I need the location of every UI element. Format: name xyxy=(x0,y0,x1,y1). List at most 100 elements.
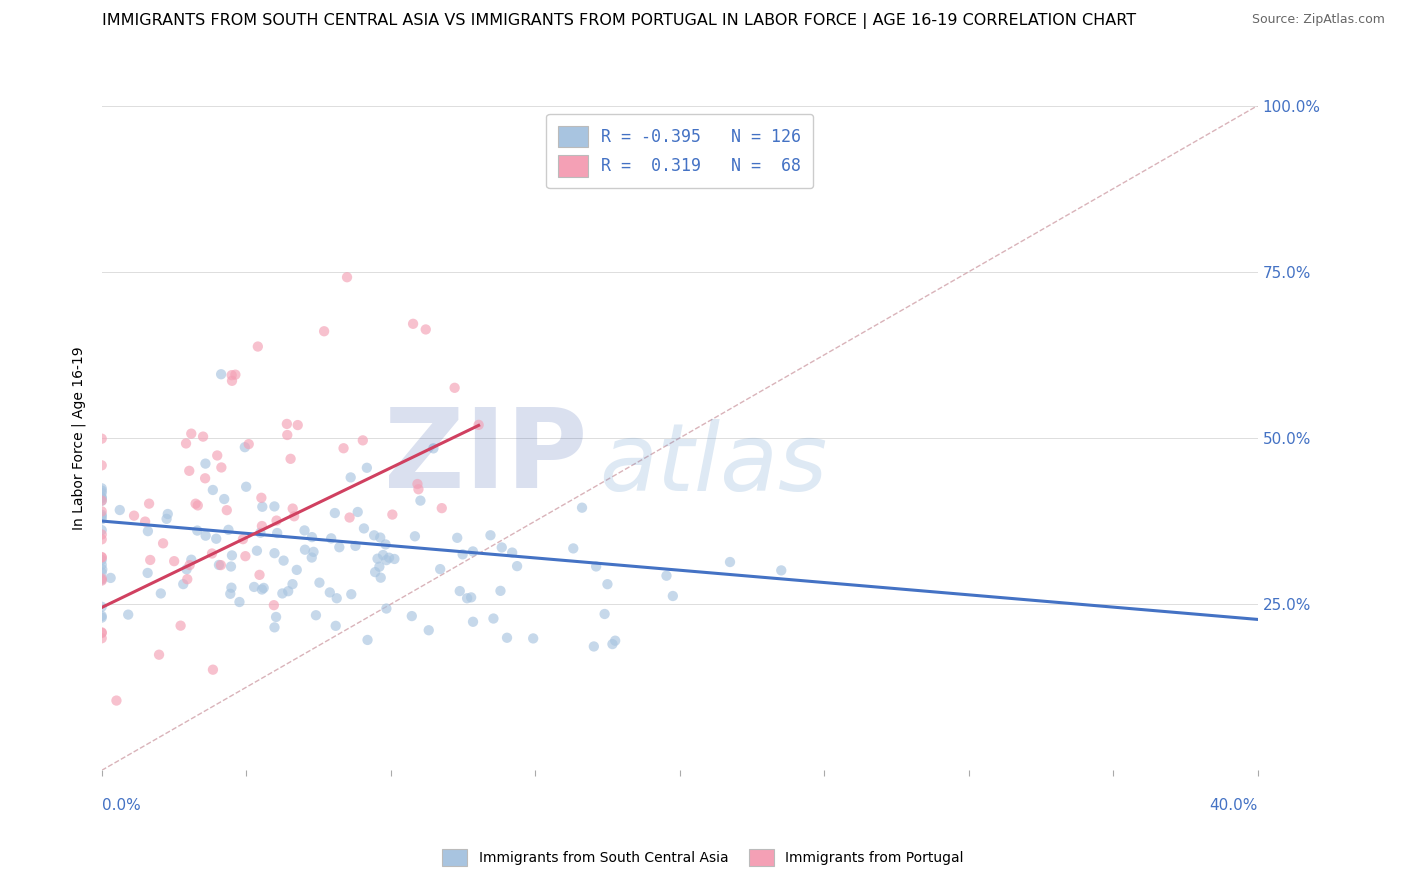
Point xyxy=(156,507,179,521)
Point xyxy=(90,493,112,508)
Point xyxy=(339,510,361,524)
Point xyxy=(314,324,336,338)
Point xyxy=(194,529,217,543)
Point xyxy=(209,460,232,475)
Point xyxy=(263,620,285,634)
Text: atlas: atlas xyxy=(599,419,827,510)
Point xyxy=(605,633,627,648)
Point xyxy=(235,549,257,564)
Legend: Immigrants from South Central Asia, Immigrants from Portugal: Immigrants from South Central Asia, Immi… xyxy=(437,844,969,871)
Point xyxy=(243,580,266,594)
Point xyxy=(249,525,271,540)
Point xyxy=(172,577,194,591)
Point xyxy=(353,521,375,535)
Point xyxy=(155,512,177,526)
Point xyxy=(217,523,239,537)
Point xyxy=(90,626,112,640)
Point xyxy=(90,558,112,572)
Point xyxy=(266,514,288,528)
Point xyxy=(90,432,112,446)
Point xyxy=(285,563,308,577)
Point xyxy=(308,575,330,590)
Point xyxy=(273,553,295,567)
Point xyxy=(180,552,202,566)
Point xyxy=(294,542,316,557)
Point xyxy=(339,470,361,484)
Point xyxy=(585,559,607,574)
Point xyxy=(174,436,197,450)
Text: IMMIGRANTS FROM SOUTH CENTRAL ASIA VS IMMIGRANTS FROM PORTUGAL IN LABOR FORCE | : IMMIGRANTS FROM SOUTH CENTRAL ASIA VS IM… xyxy=(101,13,1136,29)
Point xyxy=(90,509,112,524)
Point xyxy=(108,503,131,517)
Point xyxy=(596,577,619,591)
Legend: R = -0.395   N = 126, R =  0.319   N =  68: R = -0.395 N = 126, R = 0.319 N = 68 xyxy=(547,114,813,188)
Point xyxy=(148,648,170,662)
Point xyxy=(352,434,374,448)
Point xyxy=(301,550,323,565)
Point xyxy=(582,640,605,654)
Point xyxy=(522,632,544,646)
Point xyxy=(562,541,585,556)
Point xyxy=(90,566,112,580)
Point xyxy=(332,442,354,456)
Point xyxy=(201,663,224,677)
Point xyxy=(90,523,112,537)
Point xyxy=(184,497,207,511)
Point xyxy=(264,610,287,624)
Point xyxy=(489,583,512,598)
Point xyxy=(250,519,273,533)
Point xyxy=(456,591,478,606)
Text: Source: ZipAtlas.com: Source: ZipAtlas.com xyxy=(1251,13,1385,27)
Point xyxy=(374,537,396,551)
Point xyxy=(430,501,453,516)
Point xyxy=(319,585,342,599)
Point xyxy=(187,499,209,513)
Point xyxy=(90,574,112,588)
Point xyxy=(90,491,112,506)
Point xyxy=(370,571,392,585)
Point xyxy=(276,417,298,431)
Point xyxy=(221,581,243,595)
Point xyxy=(208,558,231,572)
Point xyxy=(340,587,363,601)
Point xyxy=(655,568,678,582)
Point xyxy=(250,491,273,505)
Point xyxy=(90,632,112,646)
Point xyxy=(662,589,685,603)
Point xyxy=(138,497,160,511)
Point xyxy=(90,572,112,586)
Point xyxy=(378,550,401,565)
Point xyxy=(323,506,346,520)
Point xyxy=(90,458,112,473)
Point xyxy=(201,483,224,497)
Point xyxy=(90,533,112,547)
Point xyxy=(180,426,202,441)
Point xyxy=(134,515,156,529)
Point xyxy=(90,610,112,624)
Point xyxy=(90,508,112,522)
Point xyxy=(501,545,523,559)
Point xyxy=(491,541,513,555)
Point xyxy=(122,508,145,523)
Point xyxy=(363,528,385,542)
Point xyxy=(266,526,288,541)
Text: ZIP: ZIP xyxy=(384,404,588,511)
Point xyxy=(429,562,451,576)
Point xyxy=(90,549,112,564)
Point xyxy=(346,505,368,519)
Point xyxy=(301,530,323,544)
Point xyxy=(770,563,793,577)
Point xyxy=(205,532,228,546)
Point xyxy=(136,524,159,538)
Point xyxy=(136,566,159,580)
Point xyxy=(422,442,444,456)
Point xyxy=(401,609,423,624)
Point xyxy=(221,368,243,383)
Point xyxy=(238,437,260,451)
Point xyxy=(90,553,112,567)
Point xyxy=(336,270,359,285)
Point xyxy=(415,322,437,336)
Point xyxy=(602,637,624,651)
Point xyxy=(418,624,440,638)
Point xyxy=(90,483,112,498)
